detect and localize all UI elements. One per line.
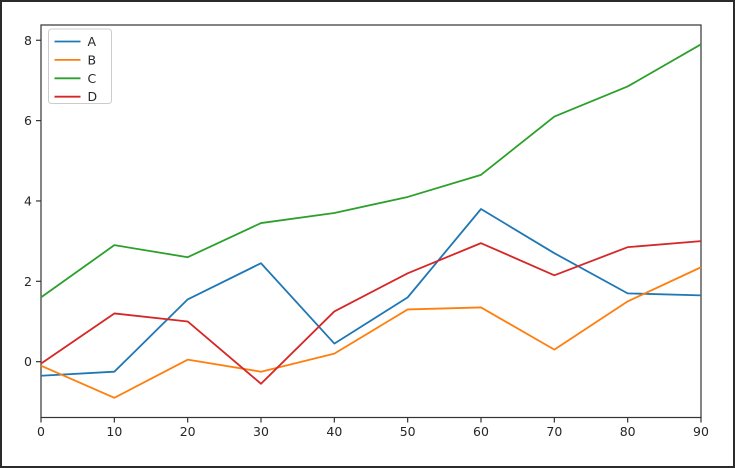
x-axis-tick-label: 0 — [37, 424, 45, 439]
legend-label-B: B — [88, 52, 97, 67]
series-line-A — [40, 208, 702, 377]
series-line-D — [40, 240, 702, 385]
series-line-C — [40, 43, 702, 299]
y-axis-tick-label: 0 — [24, 354, 32, 369]
y-axis-tick-label: 6 — [24, 113, 32, 128]
x-axis-tick-label: 40 — [326, 424, 342, 439]
y-axis-tick-label: 2 — [24, 274, 32, 289]
y-axis-tick-label: 4 — [24, 193, 32, 208]
x-axis-tick-label: 80 — [620, 424, 636, 439]
legend-label-A: A — [88, 34, 97, 49]
x-axis-tick-label: 70 — [546, 424, 562, 439]
y-axis-tick-label: 8 — [24, 33, 32, 48]
legend-label-D: D — [88, 89, 98, 104]
x-axis-tick-label: 30 — [253, 424, 269, 439]
axes-spines — [40, 24, 702, 419]
x-axis-tick-label: 60 — [473, 424, 489, 439]
x-axis-tick-label: 50 — [400, 424, 416, 439]
legend-label-C: C — [88, 71, 97, 86]
x-axis-tick-label: 90 — [693, 424, 709, 439]
series-line-B — [40, 266, 702, 399]
x-axis-tick-label: 10 — [106, 424, 122, 439]
legend-box — [48, 28, 112, 104]
x-axis-tick-label: 20 — [180, 424, 196, 439]
